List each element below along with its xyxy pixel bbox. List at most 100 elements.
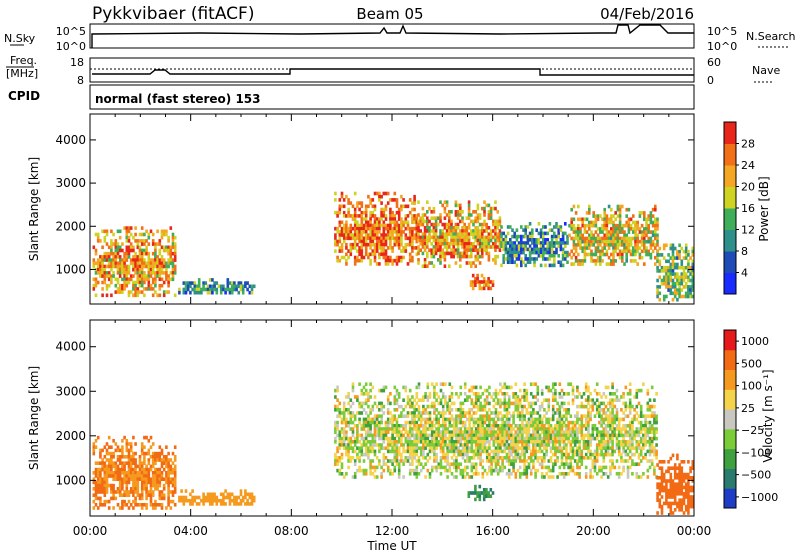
range-gate-cell (616, 204, 620, 209)
range-gate-cell (165, 471, 168, 475)
range-gate-cell (645, 217, 648, 222)
range-gate-cell (528, 260, 532, 264)
range-gate-cell (375, 233, 379, 237)
range-gate-cell (570, 207, 573, 212)
range-gate-cell (470, 436, 474, 441)
range-gate-cell (112, 506, 115, 510)
range-gate-cell (375, 475, 379, 479)
range-gate-cell (680, 275, 684, 280)
range-gate-cell (618, 230, 622, 234)
range-gate-cell (547, 417, 551, 422)
range-gate-cell (195, 502, 199, 506)
range-gate-cell (515, 234, 519, 239)
range-gate-cell (391, 443, 394, 447)
range-gate-cell (537, 238, 541, 242)
range-gate-cell (523, 449, 526, 454)
range-gate-cell (189, 281, 192, 285)
range-gate-cell (121, 455, 124, 459)
range-gate-cell (378, 242, 381, 247)
range-gate-cell (395, 417, 399, 422)
range-gate-cell (417, 222, 420, 227)
range-gate-cell (147, 480, 151, 485)
range-gate-cell (101, 229, 104, 234)
range-gate-cell (450, 462, 454, 466)
range-gate-cell (499, 433, 502, 438)
range-gate-cell (623, 262, 626, 266)
range-gate-cell (455, 446, 458, 450)
range-gate-cell (393, 459, 397, 463)
range-gate-cell (472, 433, 476, 438)
range-gate-cell (121, 439, 124, 443)
range-gate-cell (362, 420, 366, 425)
range-gate-cell (516, 468, 520, 473)
range-gate-cell (567, 392, 570, 396)
range-gate-cell (167, 487, 170, 491)
range-gate-cell (151, 232, 155, 237)
range-gate-cell (534, 475, 537, 479)
range-gate-cell (345, 252, 348, 257)
range-gate-cell (627, 227, 631, 231)
range-gate-cell (588, 223, 591, 228)
range-gate-cell (452, 417, 456, 422)
range-gate-cell (567, 452, 570, 457)
range-gate-cell (127, 293, 131, 298)
range-gate-cell (125, 445, 129, 449)
range-gate-cell (364, 204, 368, 209)
range-gate-cell (118, 458, 122, 462)
range-gate-cell (452, 459, 456, 463)
range-gate-cell (373, 401, 377, 406)
range-gate-cell (118, 455, 122, 459)
range-gate-cell (373, 214, 377, 218)
range-gate-cell (463, 436, 467, 441)
range-gate-cell (182, 498, 186, 503)
range-gate-cell (340, 443, 344, 447)
range-gate-cell (421, 213, 425, 217)
range-gate-cell (579, 262, 582, 266)
range-gate-cell (389, 217, 392, 221)
range-gate-cell (145, 493, 148, 497)
range-gate-cell (395, 204, 399, 209)
range-gate-cell (382, 388, 386, 393)
range-gate-cell (406, 411, 410, 415)
range-gate-cell (433, 465, 436, 470)
range-gate-cell (208, 492, 212, 497)
range-gate-cell (171, 277, 175, 282)
range-gate-cell (340, 462, 344, 466)
range-gate-cell (520, 241, 523, 245)
range-gate-cell (559, 260, 563, 264)
range-gate-cell (118, 493, 122, 497)
range-gate-cell (426, 216, 429, 220)
range-gate-cell (485, 417, 489, 422)
range-gate-cell (149, 464, 153, 469)
range-gate-cell (136, 271, 140, 275)
range-gate-cell (585, 223, 589, 228)
range-gate-cell (479, 462, 482, 466)
range-gate-cell (565, 449, 568, 454)
range-gate-cell (671, 269, 675, 273)
range-gate-cell (404, 420, 408, 425)
range-gate-cell (125, 255, 129, 259)
range-gate-cell (585, 243, 589, 247)
range-gate-cell (605, 252, 609, 257)
range-gate-cell (215, 495, 219, 500)
range-gate-cell (461, 235, 464, 240)
range-gate-cell (134, 280, 137, 285)
range-gate-cell (417, 404, 421, 409)
range-gate-cell (561, 234, 565, 239)
range-gate-cell (518, 424, 522, 428)
range-gate-cell (517, 250, 521, 255)
range-gate-cell (395, 233, 399, 237)
range-gate-cell (660, 281, 664, 286)
range-gate-cell (349, 246, 353, 250)
range-gate-cell (162, 467, 166, 472)
range-gate-cell (338, 430, 342, 434)
range-gate-cell (634, 233, 637, 238)
range-gate-cell (367, 417, 370, 422)
range-gate-cell (539, 228, 543, 232)
range-gate-cell (435, 408, 438, 412)
range-gate-cell (154, 503, 157, 507)
range-gate-cell (94, 277, 98, 282)
range-gate-cell (492, 258, 495, 262)
range-gate-cell (171, 232, 175, 237)
range-gate-cell (461, 472, 465, 476)
